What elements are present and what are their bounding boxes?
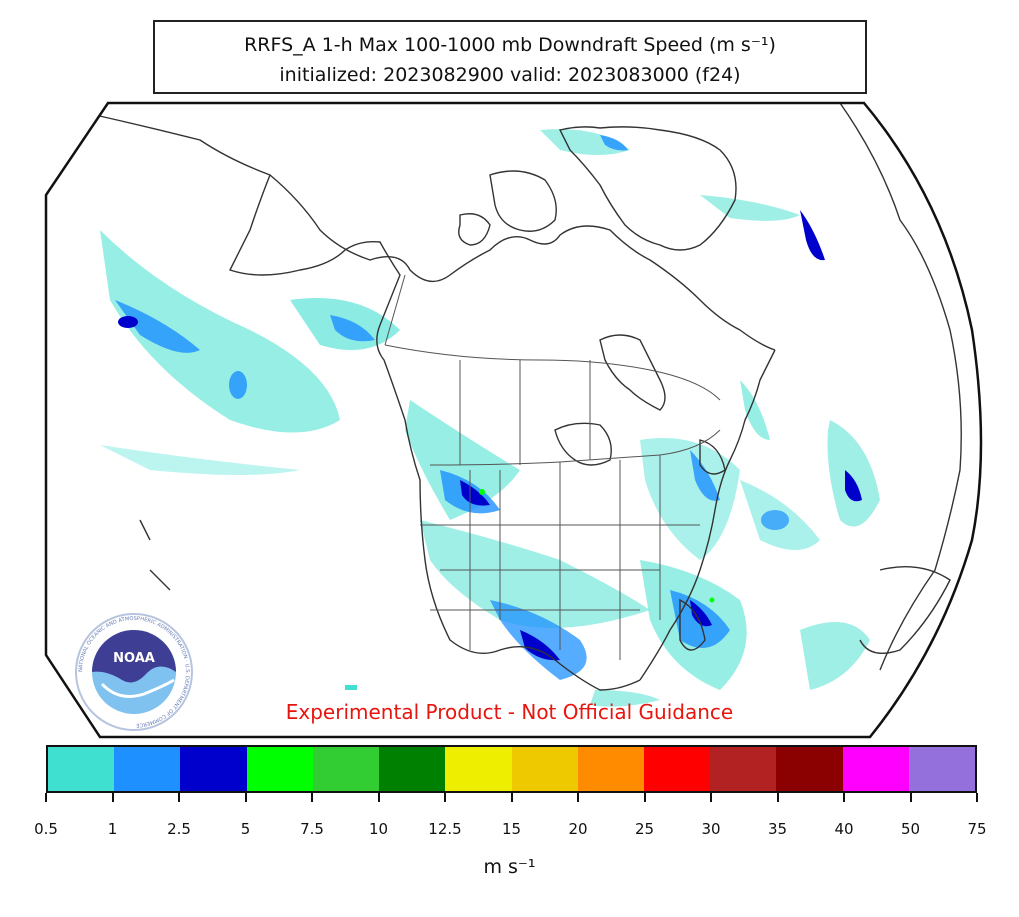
colorbar-tick-label: 12.5 (428, 820, 462, 838)
colorbar-swatch (312, 747, 380, 791)
colorbar-swatch (180, 747, 247, 791)
colorbar-tick-label: 75 (967, 820, 987, 838)
colorbar-tick-label: 30 (701, 820, 721, 838)
colorbar-tick-label: 10 (368, 820, 389, 838)
colorbar-swatch (776, 747, 843, 791)
colorbar-swatch (511, 747, 578, 791)
map-title: RRFS_A 1-h Max 100-1000 mb Downdraft Spe… (244, 34, 776, 56)
political-boundaries (384, 274, 721, 660)
colorbar (46, 745, 977, 793)
disclaimer-text: Experimental Product - Not Official Guid… (285, 700, 734, 724)
colorbar-tick-label: 50 (900, 820, 921, 838)
colorbar-tick-label: 5 (240, 820, 251, 838)
map-border (44, 101, 983, 739)
colorbar-swatch (246, 747, 313, 791)
colorbar-tick-label: 20 (568, 820, 588, 838)
colorbar-swatch (445, 747, 512, 791)
downdraft-field (100, 129, 880, 707)
colorbar-swatch (48, 747, 115, 791)
map-subtitle: initialized: 2023082900 valid: 202308300… (279, 64, 741, 86)
colorbar-tick-label: 1 (107, 820, 118, 838)
colorbar-swatch (842, 747, 909, 791)
colorbar-swatch (908, 747, 976, 791)
colorbar-swatch (577, 747, 644, 791)
colorbar-ticks: 0.5 1 2.5 5 7.5 10 12.5 15 20 25 30 35 40 50 75 (34, 793, 987, 838)
colorbar-swatch (114, 747, 181, 791)
noaa-logo-text: NOAA (113, 651, 155, 666)
colorbar-tick-label: 25 (634, 820, 655, 838)
colorbar-tick-label: 35 (767, 820, 788, 838)
colorbar-tick-label: 40 (834, 820, 854, 838)
noaa-logo: NOAA NATIONAL OCEANIC AND ATMOSPHERIC AD… (75, 613, 193, 731)
colorbar-tick-label: 0.5 (34, 820, 58, 838)
colorbar-units: m s⁻¹ (483, 856, 536, 878)
map-content (94, 103, 962, 707)
colorbar-swatch (710, 747, 777, 791)
colorbar-tick-label: 15 (501, 820, 522, 838)
coastlines (94, 103, 962, 691)
colorbar-tick-label: 7.5 (300, 820, 324, 838)
colorbar-swatch (379, 747, 446, 791)
colorbar-swatch (643, 747, 711, 791)
map-title-box: RRFS_A 1-h Max 100-1000 mb Downdraft Spe… (153, 20, 867, 94)
colorbar-tick-label: 2.5 (167, 820, 191, 838)
